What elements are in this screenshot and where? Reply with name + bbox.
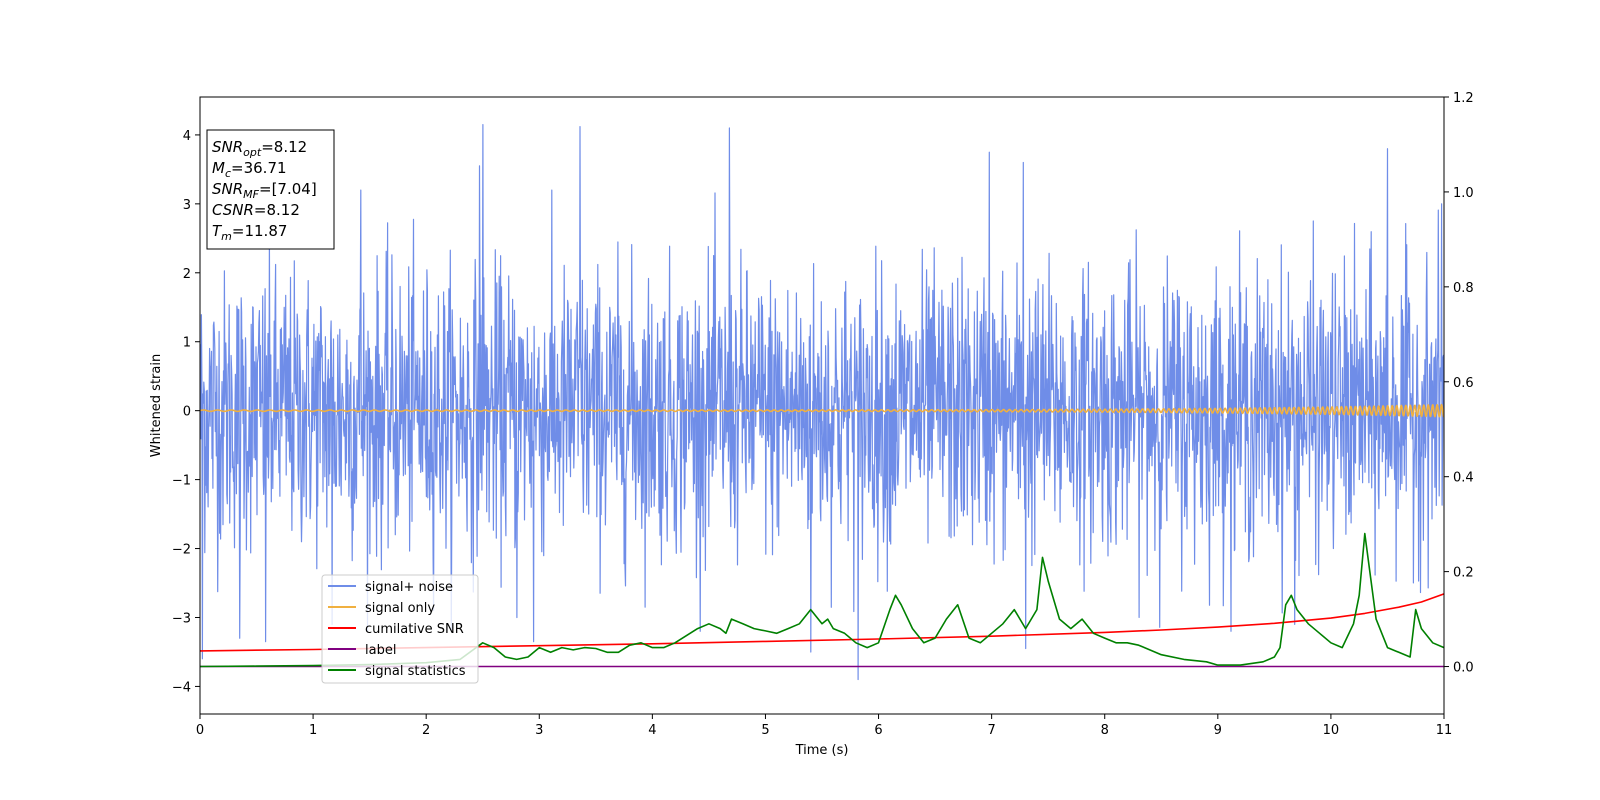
y-left-tick-label: −2 bbox=[172, 543, 191, 558]
series-line-cumilative-snr bbox=[200, 593, 1444, 652]
y-axis-right: 0.0 0.2 0.4 0.6 0.8 1.0 1.2 bbox=[1444, 91, 1474, 676]
y-left-tick-label: 4 bbox=[183, 129, 191, 144]
x-tick-label: 6 bbox=[874, 723, 882, 738]
x-axis-label: Time (s) bbox=[795, 743, 849, 758]
y-right-tick-label: 1.0 bbox=[1453, 186, 1474, 201]
legend-label: signal statistics bbox=[365, 664, 466, 679]
y-axis-left: −4 −3 −2 −1 0 1 2 3 4 bbox=[172, 129, 200, 695]
y-right-tick-label: 0.6 bbox=[1453, 376, 1474, 391]
x-tick-label: 1 bbox=[309, 723, 317, 738]
y-right-tick-label: 1.2 bbox=[1453, 91, 1474, 106]
x-tick-label: 2 bbox=[422, 723, 430, 738]
y-left-tick-label: 1 bbox=[183, 336, 191, 351]
x-tick-label: 8 bbox=[1101, 723, 1109, 738]
x-axis: 0 1 2 3 4 5 6 7 8 9 10 11 bbox=[196, 714, 1452, 738]
legend-label: label bbox=[365, 643, 396, 658]
x-tick-label: 5 bbox=[761, 723, 769, 738]
info-box: SNRopt=8.12Mc=36.71SNRMF=[7.04]CSNR=8.12… bbox=[206, 129, 335, 250]
info-box-line: SNRMF=[7.04] bbox=[212, 180, 317, 201]
y-axis-label: Whitened strain bbox=[149, 354, 164, 457]
legend-label: cumilative SNR bbox=[365, 622, 464, 637]
series-line-signal-noise bbox=[200, 124, 1444, 681]
x-tick-label: 3 bbox=[535, 723, 543, 738]
legend-label: signal+ noise bbox=[365, 580, 453, 595]
y-left-tick-label: −1 bbox=[172, 474, 191, 489]
y-right-tick-label: 0.4 bbox=[1453, 471, 1474, 486]
x-tick-label: 10 bbox=[1323, 723, 1340, 738]
y-right-tick-label: 0.2 bbox=[1453, 566, 1474, 581]
plot-frame bbox=[199, 96, 1445, 715]
x-tick-label: 11 bbox=[1436, 723, 1453, 738]
legend-label: signal only bbox=[365, 601, 435, 616]
x-tick-label: 7 bbox=[987, 723, 995, 738]
y-left-tick-label: −4 bbox=[172, 680, 191, 695]
info-box-line: Tm=11.87 bbox=[212, 222, 287, 243]
y-left-tick-label: 3 bbox=[183, 198, 191, 213]
y-right-tick-label: 0.8 bbox=[1453, 281, 1474, 296]
x-tick-label: 0 bbox=[196, 723, 204, 738]
y-left-tick-label: 2 bbox=[183, 267, 191, 282]
info-box-frame bbox=[206, 129, 335, 250]
series-line-signal-statistics bbox=[200, 532, 1444, 668]
legend: signal+ noise signal only cumilative SNR la… bbox=[321, 574, 479, 684]
info-box-line: SNRopt=8.12 bbox=[212, 138, 307, 159]
series-line-signal-only bbox=[200, 403, 1444, 418]
y-left-tick-label: −3 bbox=[172, 611, 191, 626]
info-box-line: Mc=36.71 bbox=[212, 159, 287, 180]
x-tick-label: 9 bbox=[1214, 723, 1222, 738]
legend-frame bbox=[321, 574, 479, 684]
info-box-line: CSNR=8.12 bbox=[212, 201, 300, 219]
y-right-tick-label: 0.0 bbox=[1453, 661, 1474, 676]
y-left-tick-label: 0 bbox=[183, 405, 191, 420]
x-tick-label: 4 bbox=[648, 723, 656, 738]
